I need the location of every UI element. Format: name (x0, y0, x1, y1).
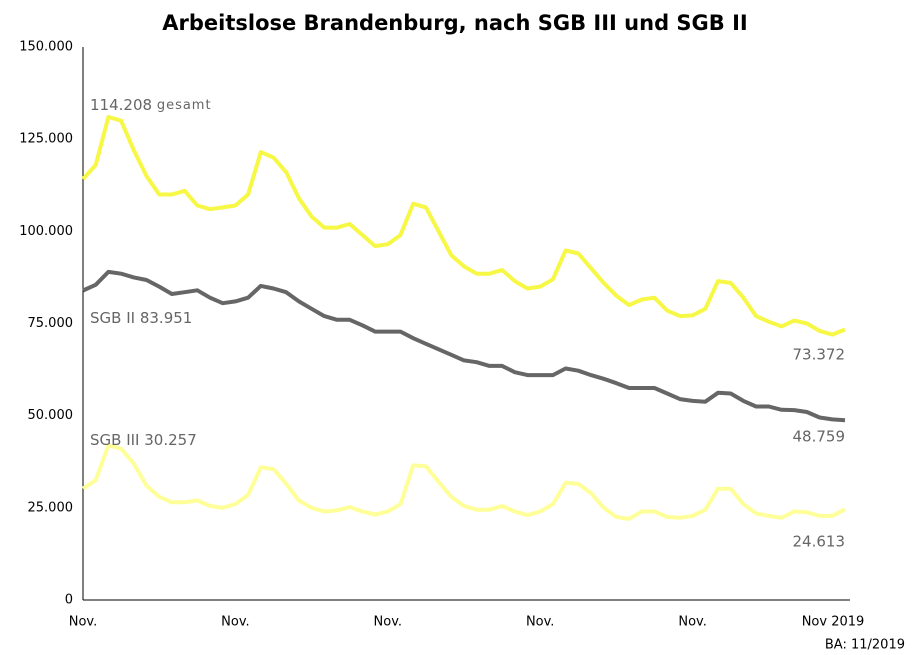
y-tick-label: 75.000 (28, 316, 74, 331)
y-tick-label: 50.000 (28, 408, 74, 423)
x-tick-label: Nov. (678, 615, 707, 630)
series-label: 114.208 gesamt (90, 96, 212, 114)
value-label: 48.759 (793, 428, 846, 446)
series-line (81, 115, 846, 337)
series-name: SGB II (90, 309, 135, 327)
y-tick-label: 125.000 (19, 132, 73, 147)
value-label: 114.208 (90, 96, 152, 114)
x-tick-label: Nov. (526, 615, 555, 630)
x-tick-label: Nov. (69, 615, 98, 630)
value-label: 73.372 (793, 346, 846, 364)
x-tick-label: Nov 2019 (802, 615, 865, 630)
series-label: SGB II 83.951 (90, 309, 192, 327)
y-tick-label: 100.000 (19, 224, 73, 239)
y-tick-label: 0 (65, 593, 73, 608)
series-label: SGB III 30.257 (90, 431, 197, 449)
y-tick-label: 25.000 (28, 500, 74, 515)
chart-title: Arbeitslose Brandenburg, nach SGB III un… (162, 11, 747, 35)
source: BA: 11/2019 (825, 638, 905, 653)
value-label: 30.257 (144, 431, 197, 449)
series-line (81, 443, 846, 521)
y-tick-label: 150.000 (19, 40, 73, 55)
series-line (82, 269, 846, 423)
x-tick-label: Nov. (221, 615, 250, 630)
value-label: 24.613 (793, 533, 846, 551)
value-label: 83.951 (140, 309, 193, 327)
series-name: SGB III (90, 431, 139, 449)
x-tick-label: Nov. (374, 615, 403, 630)
series-name: gesamt (157, 98, 212, 113)
